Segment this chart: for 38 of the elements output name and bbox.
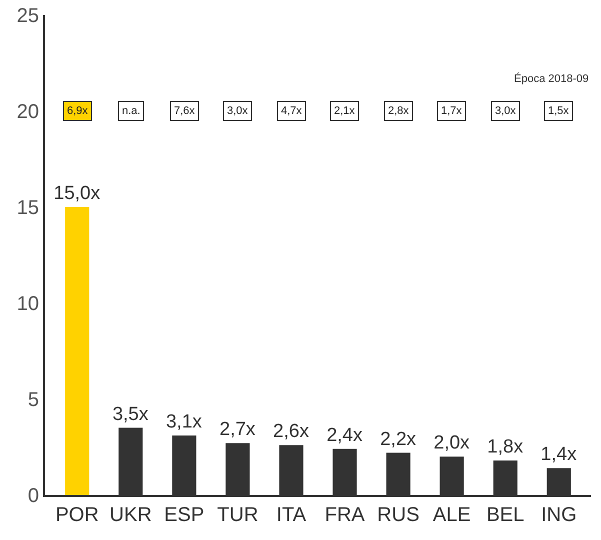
- y-tick-label: 5: [28, 389, 39, 411]
- y-tick-label: 20: [16, 101, 39, 123]
- x-tick-label: RUS: [377, 504, 420, 526]
- x-tick-label: ING: [541, 504, 577, 526]
- annotation: 2,8x: [388, 105, 410, 117]
- bar: [65, 207, 90, 495]
- x-tick-label: TUR: [217, 504, 258, 526]
- data-label: 15,0x: [54, 183, 101, 204]
- x-tick-label: FRA: [324, 504, 366, 526]
- annotation: n.a.: [122, 105, 140, 117]
- y-tick-label: 15: [16, 197, 39, 219]
- data-label: 1,8x: [487, 436, 524, 458]
- annotation: Época 2018-09: [514, 72, 589, 85]
- y-tick-label: 10: [16, 293, 39, 315]
- annotation: 7,6x: [174, 105, 196, 117]
- x-tick-label: ESP: [164, 504, 204, 526]
- annotation: 1,5x: [548, 105, 570, 117]
- x-tick-label: BEL: [486, 504, 524, 526]
- data-label: 2,4x: [326, 424, 363, 446]
- annotation: 4,7x: [281, 105, 302, 117]
- data-label: 3,5x: [112, 404, 149, 425]
- x-tick-label: POR: [55, 504, 99, 526]
- data-label: 2,0x: [434, 432, 470, 454]
- annotation: 1,7x: [441, 105, 462, 117]
- data-label: 2,6x: [273, 421, 310, 442]
- annotation: 2,1x: [334, 105, 356, 117]
- data-label: 2,2x: [380, 428, 416, 450]
- x-tick-label: UKR: [110, 504, 152, 526]
- data-label: 1,4x: [540, 444, 578, 466]
- y-tick-label: 0: [28, 485, 39, 507]
- x-tick-label: ALE: [432, 504, 471, 526]
- annotation: 3,0x: [495, 105, 516, 117]
- annotation: 3,0x: [227, 105, 248, 117]
- data-label: 3,1x: [166, 411, 202, 432]
- y-tick-label: 25: [16, 5, 39, 27]
- data-label: 2,7x: [220, 419, 256, 440]
- annotation: 6,9x: [67, 105, 88, 117]
- x-tick-label: ITA: [276, 504, 307, 526]
